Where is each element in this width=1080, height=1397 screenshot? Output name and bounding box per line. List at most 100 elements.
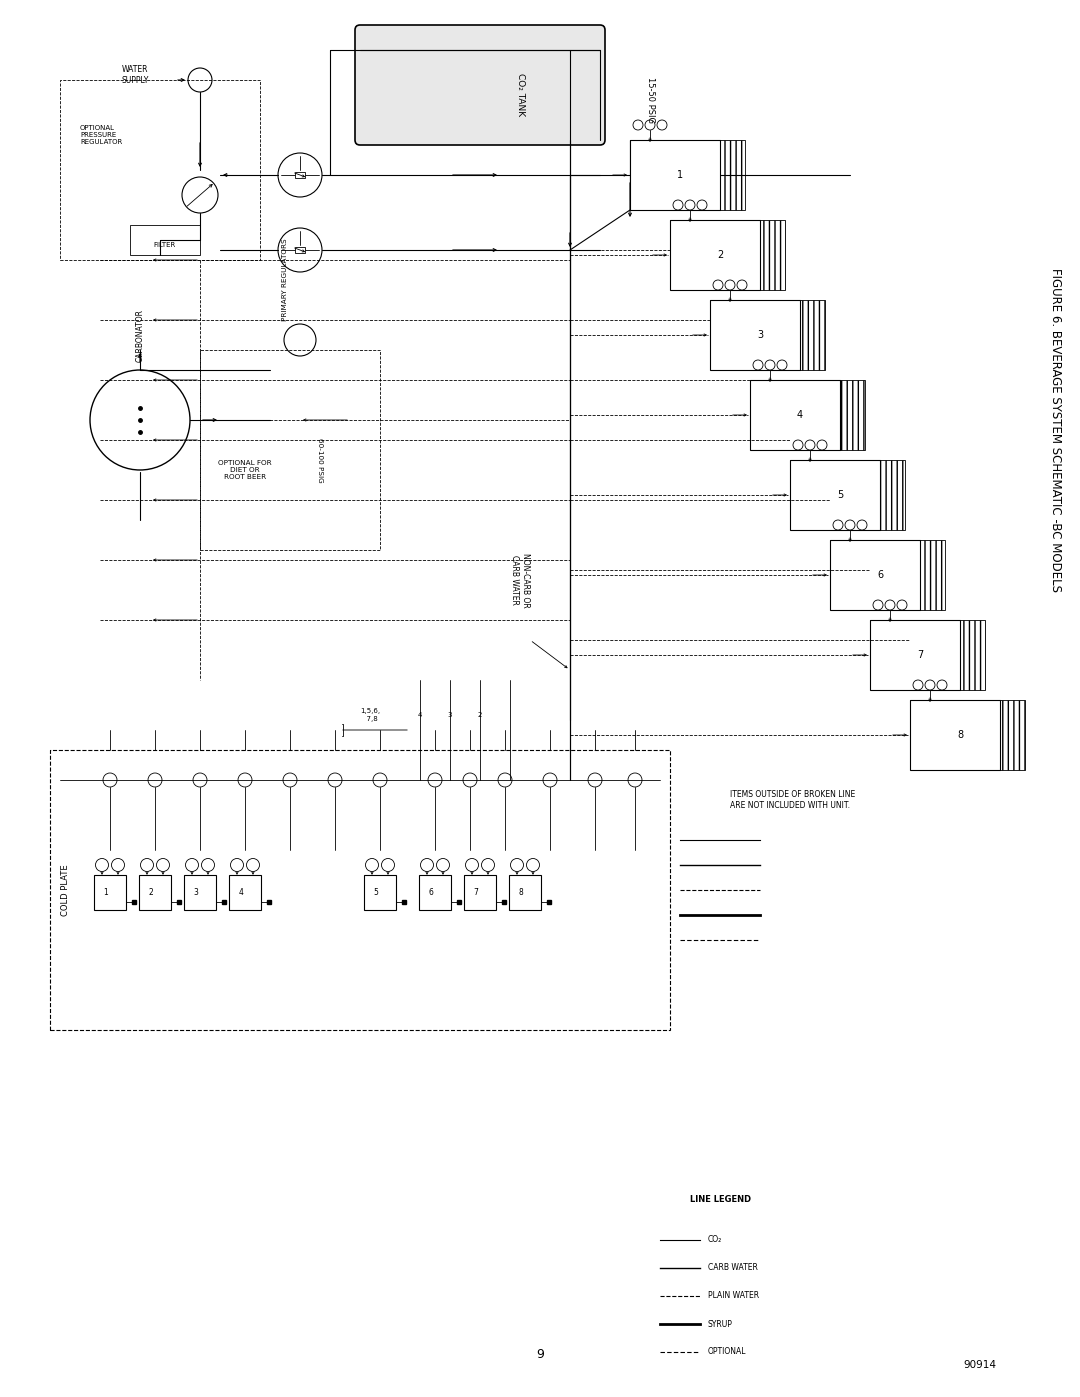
Circle shape xyxy=(713,279,723,291)
Circle shape xyxy=(202,859,215,872)
Circle shape xyxy=(111,859,124,872)
Circle shape xyxy=(543,773,557,787)
Text: 6: 6 xyxy=(877,570,883,580)
Text: CO₂: CO₂ xyxy=(708,1235,723,1245)
Bar xyxy=(630,140,720,210)
Text: 9: 9 xyxy=(536,1348,544,1362)
Circle shape xyxy=(183,177,218,212)
Text: 7: 7 xyxy=(473,888,478,897)
Circle shape xyxy=(627,773,642,787)
Text: 5: 5 xyxy=(837,490,843,500)
Text: PRIMARY REGULATORS: PRIMARY REGULATORS xyxy=(282,239,288,321)
Text: 2: 2 xyxy=(717,250,724,260)
Circle shape xyxy=(420,859,433,872)
Bar xyxy=(720,140,745,210)
Bar xyxy=(760,219,785,291)
Circle shape xyxy=(278,228,322,272)
Text: CARBONATOR: CARBONATOR xyxy=(135,309,145,362)
Text: 4: 4 xyxy=(418,712,422,718)
Text: 4: 4 xyxy=(239,888,243,897)
Bar xyxy=(139,875,171,909)
Circle shape xyxy=(645,120,654,130)
Text: 3: 3 xyxy=(757,330,764,339)
Circle shape xyxy=(465,859,478,872)
Circle shape xyxy=(246,859,259,872)
Bar xyxy=(130,225,200,256)
Bar xyxy=(800,300,825,370)
Text: 1: 1 xyxy=(104,888,108,897)
Text: 2: 2 xyxy=(477,712,482,718)
FancyBboxPatch shape xyxy=(355,25,605,145)
Bar xyxy=(50,750,670,1030)
Text: SYRUP: SYRUP xyxy=(708,1320,733,1329)
Circle shape xyxy=(381,859,394,872)
Circle shape xyxy=(805,440,815,450)
Circle shape xyxy=(633,120,643,130)
Circle shape xyxy=(685,200,696,210)
Circle shape xyxy=(588,773,602,787)
Text: 3: 3 xyxy=(193,888,199,897)
Text: 15-50 PSIG: 15-50 PSIG xyxy=(646,77,654,123)
Circle shape xyxy=(283,773,297,787)
Circle shape xyxy=(278,154,322,197)
Bar xyxy=(94,875,126,909)
Bar xyxy=(870,620,960,690)
Text: 90914: 90914 xyxy=(963,1361,997,1370)
Circle shape xyxy=(428,773,442,787)
Text: 2: 2 xyxy=(149,888,153,897)
Bar xyxy=(509,875,541,909)
Bar xyxy=(920,541,945,610)
Bar xyxy=(880,460,905,529)
Bar xyxy=(750,380,840,450)
Text: 5: 5 xyxy=(374,888,378,897)
Text: ITEMS OUTSIDE OF BROKEN LINE
ARE NOT INCLUDED WITH UNIT.: ITEMS OUTSIDE OF BROKEN LINE ARE NOT INC… xyxy=(730,791,855,810)
Circle shape xyxy=(753,360,762,370)
Circle shape xyxy=(284,324,316,356)
Text: FIGURE 6. BEVERAGE SYSTEM SCHEMATIC -BC MODELS: FIGURE 6. BEVERAGE SYSTEM SCHEMATIC -BC … xyxy=(1049,268,1062,592)
Text: WATER
SUPPLY: WATER SUPPLY xyxy=(121,66,149,85)
Bar xyxy=(670,219,760,291)
Text: FILTER: FILTER xyxy=(153,242,176,249)
Circle shape xyxy=(737,279,747,291)
Circle shape xyxy=(238,773,252,787)
Bar xyxy=(910,700,1000,770)
Circle shape xyxy=(188,68,212,92)
Text: OPTIONAL FOR
DIET OR
ROOT BEER: OPTIONAL FOR DIET OR ROOT BEER xyxy=(218,460,272,481)
Circle shape xyxy=(157,859,170,872)
Bar xyxy=(184,875,216,909)
Circle shape xyxy=(148,773,162,787)
Circle shape xyxy=(673,200,683,210)
Circle shape xyxy=(697,200,707,210)
Circle shape xyxy=(937,680,947,690)
Circle shape xyxy=(463,773,477,787)
Bar xyxy=(789,460,880,529)
Text: CARB WATER: CARB WATER xyxy=(708,1263,758,1273)
Text: CO₂ TANK: CO₂ TANK xyxy=(515,74,525,116)
Circle shape xyxy=(897,599,907,610)
Bar xyxy=(295,172,305,177)
Circle shape xyxy=(924,680,935,690)
Circle shape xyxy=(186,859,199,872)
Circle shape xyxy=(885,599,895,610)
Text: 4: 4 xyxy=(797,409,804,420)
Text: 6: 6 xyxy=(429,888,433,897)
Bar xyxy=(464,875,496,909)
Circle shape xyxy=(103,773,117,787)
Text: 1,5,6,
  7,8: 1,5,6, 7,8 xyxy=(360,708,380,721)
Bar xyxy=(364,875,396,909)
Circle shape xyxy=(527,859,540,872)
Text: 3: 3 xyxy=(448,712,453,718)
Circle shape xyxy=(833,520,843,529)
Bar xyxy=(710,300,800,370)
Circle shape xyxy=(230,859,243,872)
Circle shape xyxy=(765,360,775,370)
Circle shape xyxy=(793,440,804,450)
Circle shape xyxy=(777,360,787,370)
Circle shape xyxy=(90,370,190,469)
Bar xyxy=(60,80,260,260)
Text: 60-100 PSIG: 60-100 PSIG xyxy=(318,437,323,482)
Circle shape xyxy=(858,520,867,529)
Circle shape xyxy=(725,279,735,291)
Circle shape xyxy=(436,859,449,872)
Circle shape xyxy=(873,599,883,610)
